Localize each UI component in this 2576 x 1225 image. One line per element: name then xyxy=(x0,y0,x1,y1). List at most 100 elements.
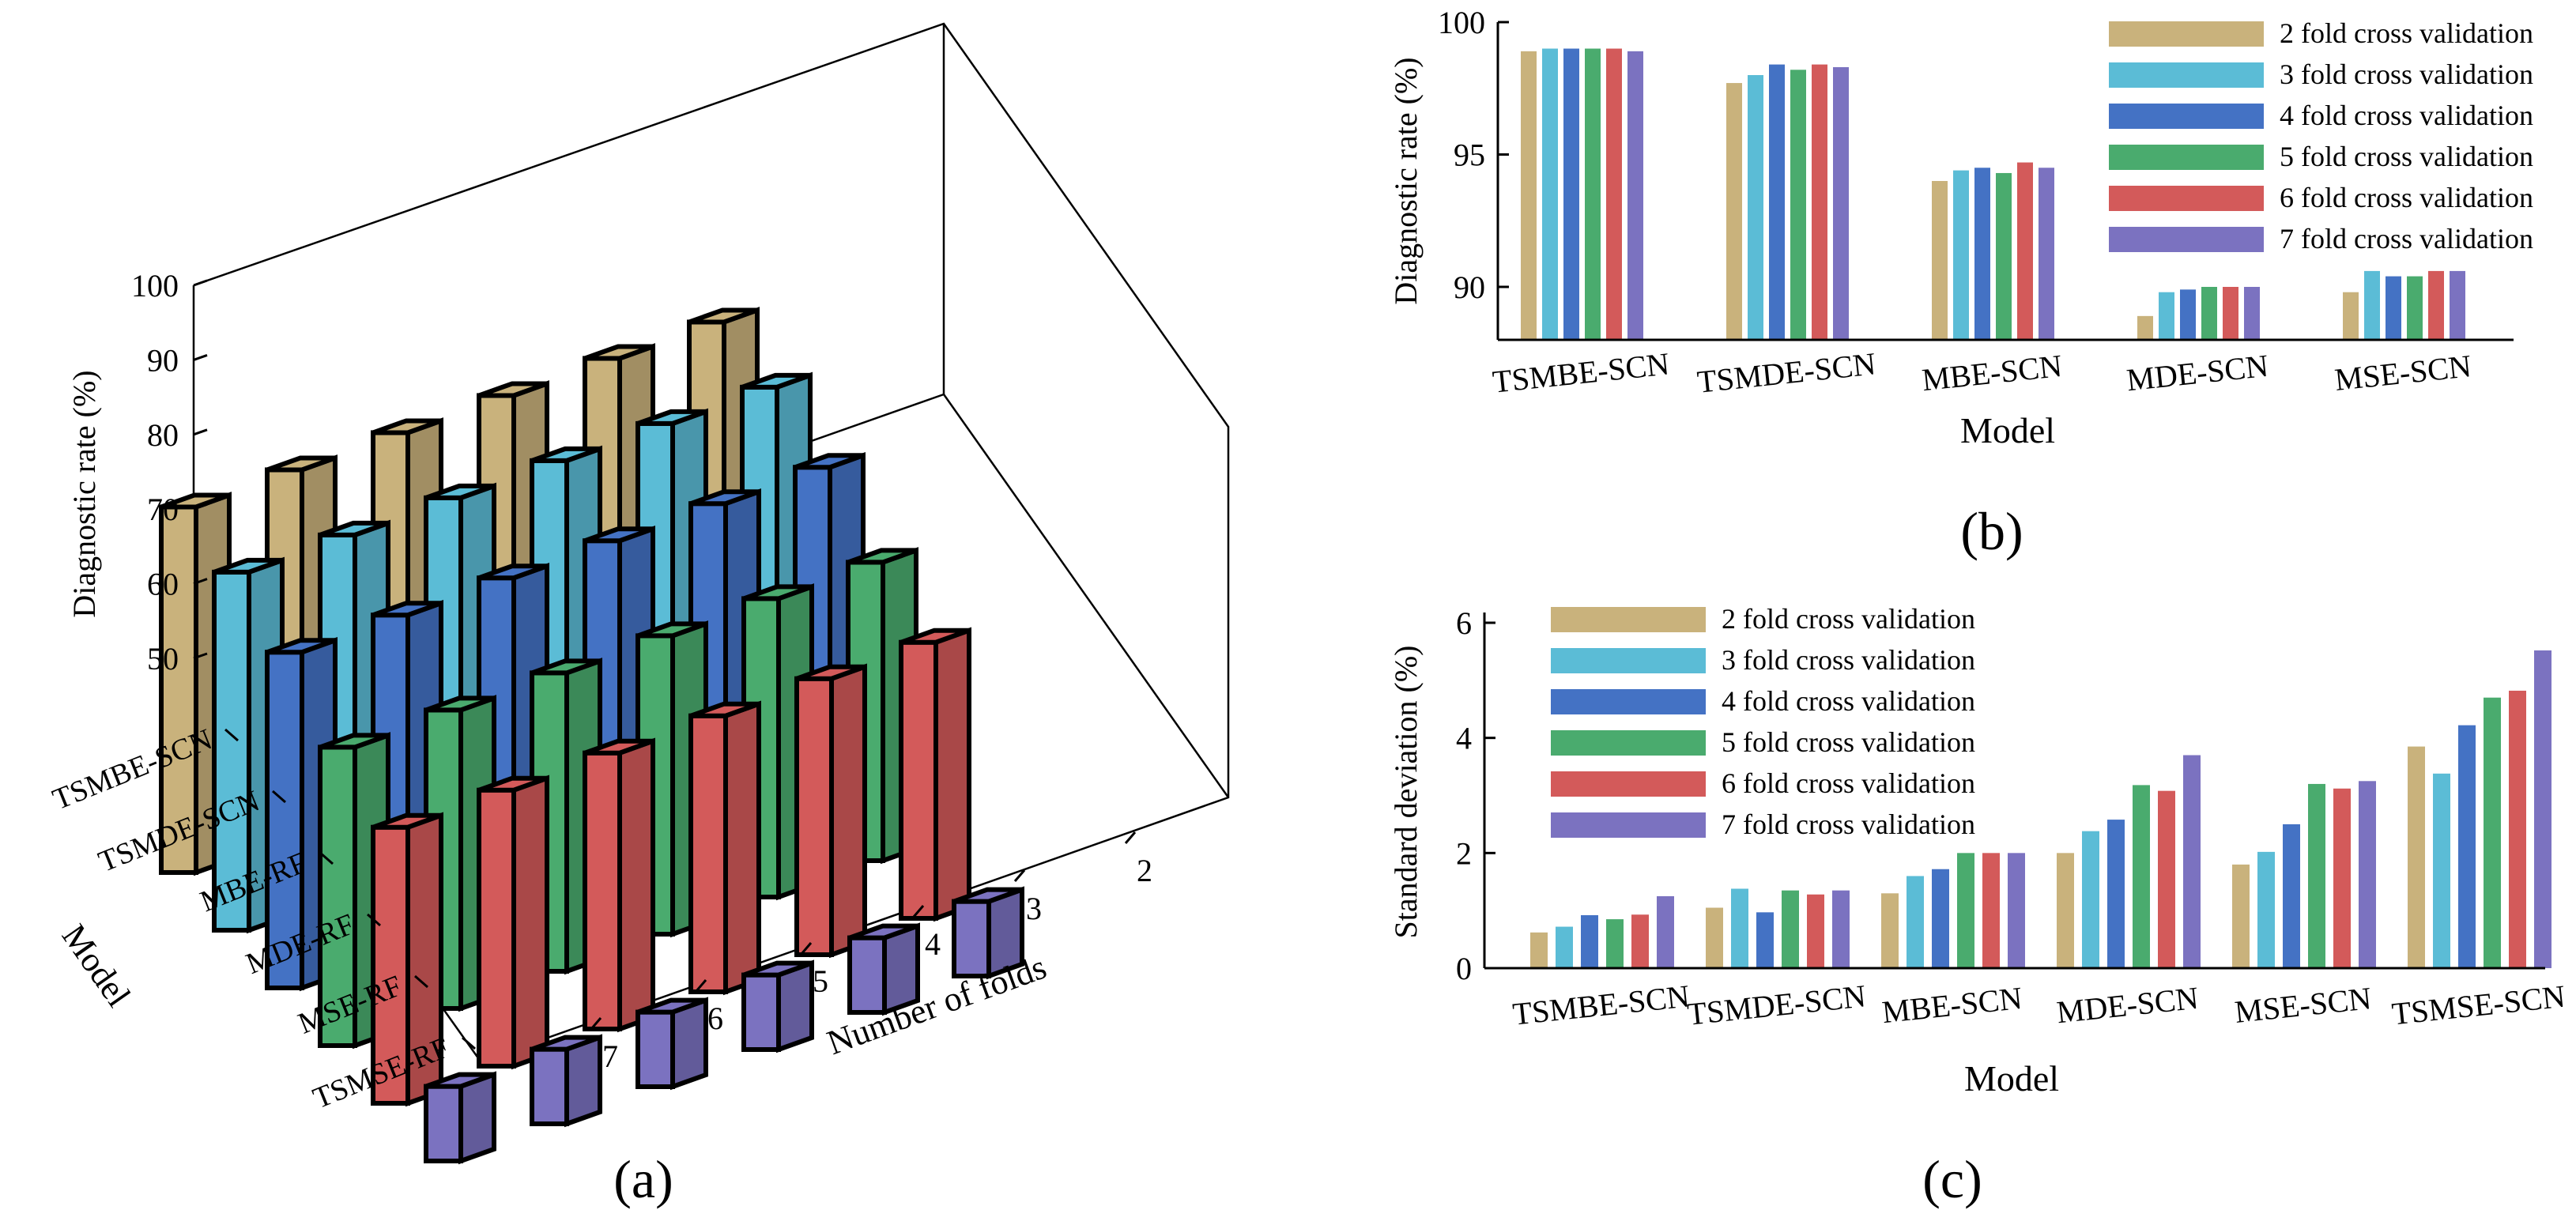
chart-b-x-tick-label: TSMBE-SCN xyxy=(1491,345,1671,399)
chart-a-z-tick xyxy=(193,578,208,586)
chart-a-model-tick xyxy=(224,728,239,742)
chart-b-bar xyxy=(2364,270,2380,340)
chart-a-bar xyxy=(636,997,708,1091)
chart-c-y-tick-label: 4 xyxy=(1456,721,1472,756)
chart-a-bars xyxy=(159,307,1024,1165)
chart-b-bar xyxy=(1726,83,1742,341)
chart-b-bar xyxy=(1953,170,1969,340)
chart-c-bar xyxy=(2484,697,2501,968)
chart-a-z-tick xyxy=(193,503,208,511)
legend-label-fold-4: 4 fold cross validation xyxy=(1722,685,1975,717)
chart-c-bar xyxy=(1631,914,1649,968)
chart-b-bar xyxy=(2137,315,2153,340)
chart-b-bar xyxy=(2450,270,2465,340)
legend-label-fold-7: 7 fold cross validation xyxy=(2280,223,2533,254)
chart-b-bar xyxy=(1769,64,1785,340)
chart-c-bars xyxy=(1530,650,2551,968)
chart-b-y-tick-label: 95 xyxy=(1454,138,1485,173)
chart-b-bar xyxy=(1585,48,1601,340)
chart-a-bar xyxy=(477,775,549,1070)
chart-b-bar xyxy=(2244,287,2260,340)
chart-b-bar xyxy=(2180,289,2196,340)
chart-a-fold-tick xyxy=(912,905,925,918)
chart-c-bar xyxy=(1832,890,1850,968)
chart-b-bars xyxy=(1521,48,2465,341)
legend-label-fold-4: 4 fold cross validation xyxy=(2280,100,2533,131)
chart-b-bar xyxy=(1563,48,1579,340)
chart-b-y-ticks: 90 95 100 xyxy=(1438,5,1509,305)
chart-c-bar xyxy=(2057,853,2074,968)
chart-c-bar xyxy=(2133,785,2150,968)
chart-a-bar xyxy=(424,1071,496,1165)
chart-a-model-axis-label: Model xyxy=(55,918,138,1014)
chart-b-bar xyxy=(2343,292,2359,340)
chart-a-bar xyxy=(583,737,655,1033)
chart-c-bar xyxy=(2158,790,2175,968)
chart-c-bar xyxy=(1581,914,1598,968)
legend-label-fold-6: 6 fold cross validation xyxy=(1722,767,1975,799)
chart-c-panel-label: (c) xyxy=(1922,1149,1982,1209)
chart-a-fold-tick-label: 3 xyxy=(1026,891,1042,926)
chart-c-bar xyxy=(1756,912,1774,968)
chart-c-bar xyxy=(2509,690,2526,968)
chart-b-x-ticks: TSMBE-SCN TSMDE-SCN MBE-SCN MDE-SCN MSE-SCN xyxy=(1491,345,2473,399)
chart-c-bar xyxy=(2082,831,2099,968)
legend-label-fold-2: 2 fold cross validation xyxy=(2280,17,2533,49)
chart-c-y-tick-label: 2 xyxy=(1456,835,1472,871)
chart-a-fold-tick xyxy=(800,942,813,955)
chart-a-panel-label: (a) xyxy=(613,1149,673,1209)
legend-label-fold-7: 7 fold cross validation xyxy=(1722,808,1975,840)
chart-a-bar xyxy=(688,700,761,996)
chart-b-bar xyxy=(1748,75,1763,340)
chart-c-bar xyxy=(1907,876,1924,968)
legend-swatch-fold-6 xyxy=(1551,771,1706,797)
chart-a-z-axis-label: Diagnostic rate (%) xyxy=(66,370,102,617)
chart-c-bar xyxy=(2534,650,2551,968)
chart-b-legend: 2 fold cross validation 3 fold cross vali… xyxy=(2109,17,2533,254)
chart-b-bar xyxy=(1833,66,1849,340)
chart-c-bar xyxy=(1706,907,1723,968)
legend-label-fold-3: 3 fold cross validation xyxy=(2280,58,2533,90)
legend-swatch-fold-4 xyxy=(2109,104,2264,129)
chart-b-panel-label: (b) xyxy=(1960,501,2023,561)
chart-b-bar xyxy=(1606,48,1622,340)
chart-c-x-axis-label: Model xyxy=(1964,1058,2059,1099)
chart-a-fold-tick-label: 2 xyxy=(1137,853,1152,888)
chart-a-z-tick xyxy=(193,652,208,660)
legend-label-fold-2: 2 fold cross validation xyxy=(1722,603,1975,635)
chart-b-bar xyxy=(2428,270,2444,340)
chart-a-bar xyxy=(741,959,814,1054)
chart-c-bar xyxy=(1807,894,1824,968)
chart-c-bar xyxy=(1957,853,1974,968)
chart-b-bar xyxy=(1790,70,1806,341)
legend-swatch-fold-2 xyxy=(1551,607,1706,632)
chart-c-bar xyxy=(1731,888,1748,968)
chart-c-x-tick-label: MSE-SCN xyxy=(2233,980,2373,1030)
chart-c-bar xyxy=(1606,919,1624,968)
chart-b-bar xyxy=(2039,168,2054,340)
chart-c-bar xyxy=(1932,869,1949,968)
chart-b-bar xyxy=(1996,172,2012,340)
chart-c-x-tick-label: TSMBE-SCN xyxy=(1511,978,1692,1031)
chart-a-z-tick xyxy=(193,279,208,287)
chart-a-bar xyxy=(952,886,1024,980)
chart-c-bar xyxy=(1530,932,1548,968)
chart-c-legend: 2 fold cross validation 3 fold cross vali… xyxy=(1551,603,1975,840)
chart-b-bar xyxy=(1627,51,1643,340)
chart-c-bar xyxy=(2257,851,2275,968)
chart-b-bar xyxy=(2159,292,2174,340)
chart-c-axes xyxy=(1483,612,2545,970)
chart-a-fold-tick-label: 7 xyxy=(602,1038,618,1074)
legend-swatch-fold-5 xyxy=(1551,730,1706,756)
chart-b-y-tick-label: 100 xyxy=(1438,5,1485,40)
legend-label-fold-5: 5 fold cross validation xyxy=(1722,726,1975,758)
chart-c-x-tick-label: TSMDE-SCN xyxy=(1686,978,1868,1031)
chart-a-bar xyxy=(899,627,971,922)
chart-c-y-ticks: 0 2 4 6 xyxy=(1456,605,1495,986)
chart-a-bar xyxy=(530,1034,602,1128)
chart-c-y-tick-label: 0 xyxy=(1456,951,1472,986)
chart-a-z-tick-label: 80 xyxy=(147,417,179,453)
chart-b-bar xyxy=(2017,162,2033,340)
